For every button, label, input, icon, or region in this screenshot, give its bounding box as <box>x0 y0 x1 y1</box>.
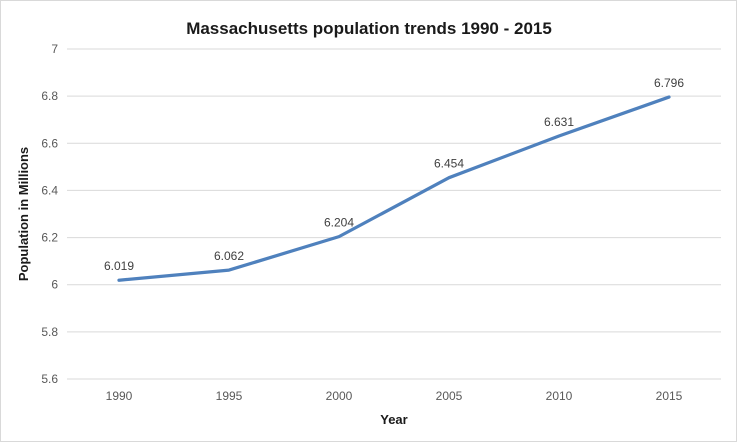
x-tick-label: 2010 <box>546 389 573 403</box>
y-axis-title: Population in Millions <box>16 147 31 281</box>
axis-ticks-layer: 5.6 5.8 6 6.2 6.4 6.6 6.8 7 1990 1995 2000 2005 2010… <box>41 42 682 403</box>
data-point-label: 6.454 <box>434 157 464 171</box>
y-tick-label: 6.2 <box>41 231 58 245</box>
population-trend-line <box>117 95 671 282</box>
y-tick-label: 6.6 <box>41 136 58 150</box>
x-tick-label: 2015 <box>656 389 683 403</box>
y-tick-label: 6 <box>51 278 58 292</box>
y-tick-label: 7 <box>51 42 58 56</box>
data-point-label: 6.631 <box>544 115 574 129</box>
y-tick-label: 6.4 <box>41 183 58 197</box>
y-tick-label: 6.8 <box>41 89 58 103</box>
x-tick-label: 1995 <box>216 389 243 403</box>
x-axis-title: Year <box>380 412 407 427</box>
series-layer: 6.019 6.062 6.204 6.454 6.631 6.796 <box>104 76 684 282</box>
chart-title: Massachusetts population trends 1990 - 2… <box>186 19 552 38</box>
x-tick-label: 2000 <box>326 389 353 403</box>
x-tick-label: 1990 <box>106 389 133 403</box>
data-point-label: 6.019 <box>104 259 134 273</box>
data-point-label: 6.062 <box>214 249 244 263</box>
data-point-label: 6.796 <box>654 76 684 90</box>
gridlines-layer <box>67 48 721 380</box>
x-tick-label: 2005 <box>436 389 463 403</box>
data-point-label: 6.204 <box>324 216 354 230</box>
y-tick-label: 5.8 <box>41 325 58 339</box>
y-tick-label: 5.6 <box>41 372 58 386</box>
